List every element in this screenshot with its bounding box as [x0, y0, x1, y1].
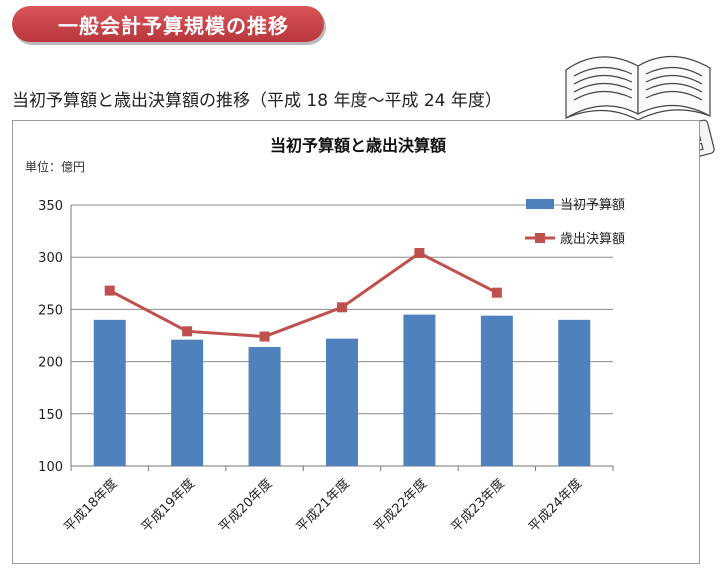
open-book-icon [565, 55, 711, 143]
line-marker [182, 326, 193, 337]
y-tick-label: 300 [38, 251, 63, 266]
banner-title: 一般会計予算規模の推移 [58, 13, 289, 38]
section-banner: 一般会計予算規模の推移 [12, 6, 324, 42]
bar [480, 315, 513, 466]
x-tick-label: 平成23年度 [448, 476, 508, 536]
x-tick-label: 平成21年度 [293, 476, 353, 536]
bar [403, 314, 436, 466]
line-marker [259, 331, 270, 342]
series-line [109, 251, 498, 339]
legend-label: 当初予算額 [560, 198, 625, 213]
y-tick-label: 250 [38, 303, 63, 318]
y-tick-label: 150 [38, 408, 63, 423]
bar [326, 338, 358, 466]
x-tick-label: 平成19年度 [138, 476, 198, 536]
x-tick-label: 平成24年度 [525, 476, 585, 536]
x-tick-label: 平成20年度 [216, 476, 276, 536]
x-tick-label: 平成18年度 [61, 476, 121, 536]
line-marker [491, 287, 502, 298]
y-tick-label: 350 [38, 199, 63, 214]
chart: 当初予算額と歳出決算額 単位：億円 100 150 200 250 300 350 平成1… [25, 136, 625, 536]
unit-label: 単位：億円 [25, 159, 85, 174]
chart-frame: 当初予算額と歳出決算額 単位：億円 100 150 200 250 300 350 平成1… [12, 120, 700, 564]
legend-line-marker [535, 233, 545, 243]
bar [248, 346, 281, 466]
bar [171, 339, 204, 466]
y-tick-label: 200 [38, 356, 63, 371]
chart-subtitle: 当初予算額と歳出決算額の推移（平成 18 年度～平成 24 年度） [12, 91, 502, 111]
line-marker [104, 285, 115, 296]
bar [558, 319, 591, 466]
legend-label: 歳出決算額 [560, 232, 625, 247]
chart-title: 当初予算額と歳出決算額 [270, 136, 446, 155]
legend-bar-swatch [526, 199, 554, 209]
y-tick-label: 100 [38, 460, 63, 475]
line-marker [414, 248, 425, 259]
x-tick-label: 平成22年度 [370, 476, 430, 536]
line-marker [337, 302, 347, 313]
bar [93, 319, 126, 466]
